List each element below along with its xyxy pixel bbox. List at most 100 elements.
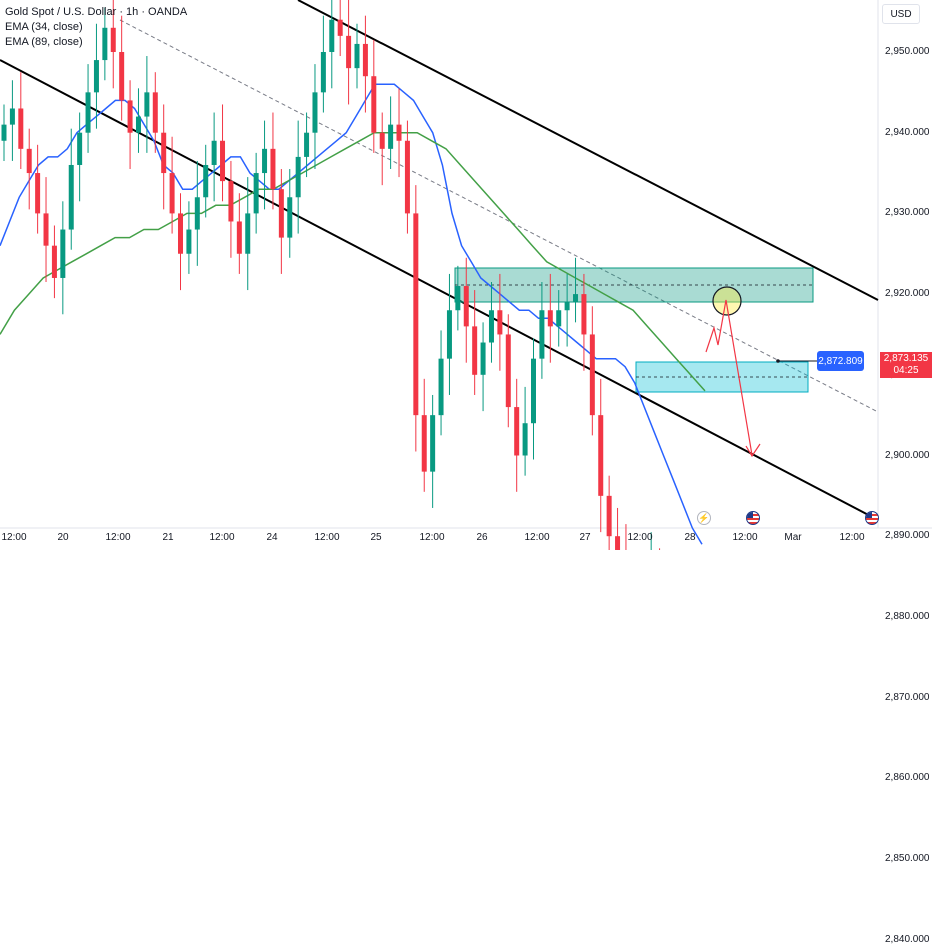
candle (430, 394, 436, 508)
candle-body (606, 495, 612, 537)
candle-body (480, 342, 486, 375)
candle-body (615, 536, 621, 550)
candle (60, 201, 66, 315)
x-tick-label: 12:00 (1, 532, 27, 543)
candle-body (211, 140, 217, 165)
candle-body (337, 19, 343, 36)
x-tick-label: 12:00 (627, 532, 653, 543)
candle-body (93, 60, 99, 93)
candle-body (220, 140, 226, 182)
candle (161, 104, 167, 210)
x-tick-label: 24 (266, 532, 278, 543)
candle-body (573, 294, 579, 303)
chart-grid (0, 0, 932, 529)
trend-channel (0, 0, 879, 521)
candle (312, 64, 318, 170)
candle-body (228, 181, 234, 222)
candle (119, 15, 125, 121)
candle-body (110, 27, 116, 52)
candle (26, 128, 32, 210)
candle-body (262, 148, 268, 174)
candle (396, 88, 402, 178)
candle-body (320, 52, 326, 93)
y-tick-label: 2,930.000 (885, 207, 930, 219)
candle-body (51, 245, 57, 278)
candle-body (203, 164, 209, 198)
candle (472, 290, 478, 395)
candle-body (421, 415, 427, 472)
us-flag-icon[interactable] (746, 511, 760, 525)
candle (211, 112, 217, 202)
y-tick-label: 2,880.000 (885, 610, 930, 622)
candle (169, 136, 175, 234)
target-circle (712, 286, 742, 316)
candle (320, 15, 326, 113)
us-flag-icon[interactable] (865, 511, 879, 525)
candle (110, 0, 116, 89)
candle-body (497, 310, 503, 335)
currency-button[interactable]: USD (882, 4, 920, 24)
candle (9, 80, 15, 161)
candle (178, 193, 183, 291)
candle-body (43, 213, 49, 246)
candle (371, 39, 377, 153)
lightning-icon[interactable]: ⚡ (697, 511, 711, 525)
candle-body (1, 124, 7, 141)
supply-zone (454, 267, 814, 303)
candle-body (556, 310, 562, 327)
x-tick-label: 12:00 (209, 532, 235, 543)
candle (455, 265, 461, 331)
x-tick-label: 27 (579, 532, 591, 543)
candle (186, 201, 192, 274)
candle (18, 72, 24, 170)
candle (606, 475, 612, 550)
candle-body (396, 124, 402, 141)
candle-body (539, 310, 545, 359)
candle (85, 64, 91, 153)
candle-body (547, 310, 553, 327)
symbol-title: Gold Spot / U.S. Dollar · 1h · OANDA (5, 6, 188, 18)
bar-countdown: 04:25 (893, 365, 919, 376)
current-price-tag: 2,873.135 04:25 (880, 352, 932, 378)
candle-body (236, 221, 242, 254)
ema-fast-label[interactable]: EMA (34, close) (5, 21, 83, 33)
candle-body (152, 92, 158, 133)
candle (329, 0, 335, 89)
candle (362, 15, 368, 113)
candle (650, 532, 652, 550)
candle-body (60, 229, 66, 278)
candle (438, 330, 444, 436)
candle (1, 104, 7, 161)
candle-body (68, 164, 74, 230)
channel-lower-line (0, 59, 879, 521)
candle-body (278, 189, 284, 238)
x-tick-label: 12:00 (314, 532, 340, 543)
candle (43, 177, 49, 282)
candle (598, 378, 604, 533)
x-tick-label: 12:00 (105, 532, 131, 543)
line-price-label[interactable]: 2,872.809 (817, 351, 864, 371)
candle-body (77, 132, 83, 165)
current-price: 2,873.135 (883, 353, 929, 364)
candle (203, 144, 209, 218)
candle (547, 273, 553, 363)
x-tick-label: 26 (476, 532, 488, 543)
candle-body (488, 310, 494, 343)
candle-body (270, 148, 276, 190)
ema-slow-label[interactable]: EMA (89, close) (5, 36, 83, 48)
candle (295, 120, 301, 234)
candle (262, 120, 268, 210)
candles (1, 0, 661, 550)
candle-body (581, 294, 587, 335)
projection-path (705, 299, 753, 456)
candle-body (514, 407, 520, 456)
candle-body (505, 334, 511, 408)
candle (379, 112, 385, 186)
candle (531, 338, 536, 460)
candle (270, 112, 276, 210)
projection-arrowhead (745, 443, 761, 458)
candle (354, 23, 360, 89)
candle-body (472, 326, 478, 375)
candle (564, 273, 570, 347)
price-chart[interactable] (0, 0, 932, 550)
